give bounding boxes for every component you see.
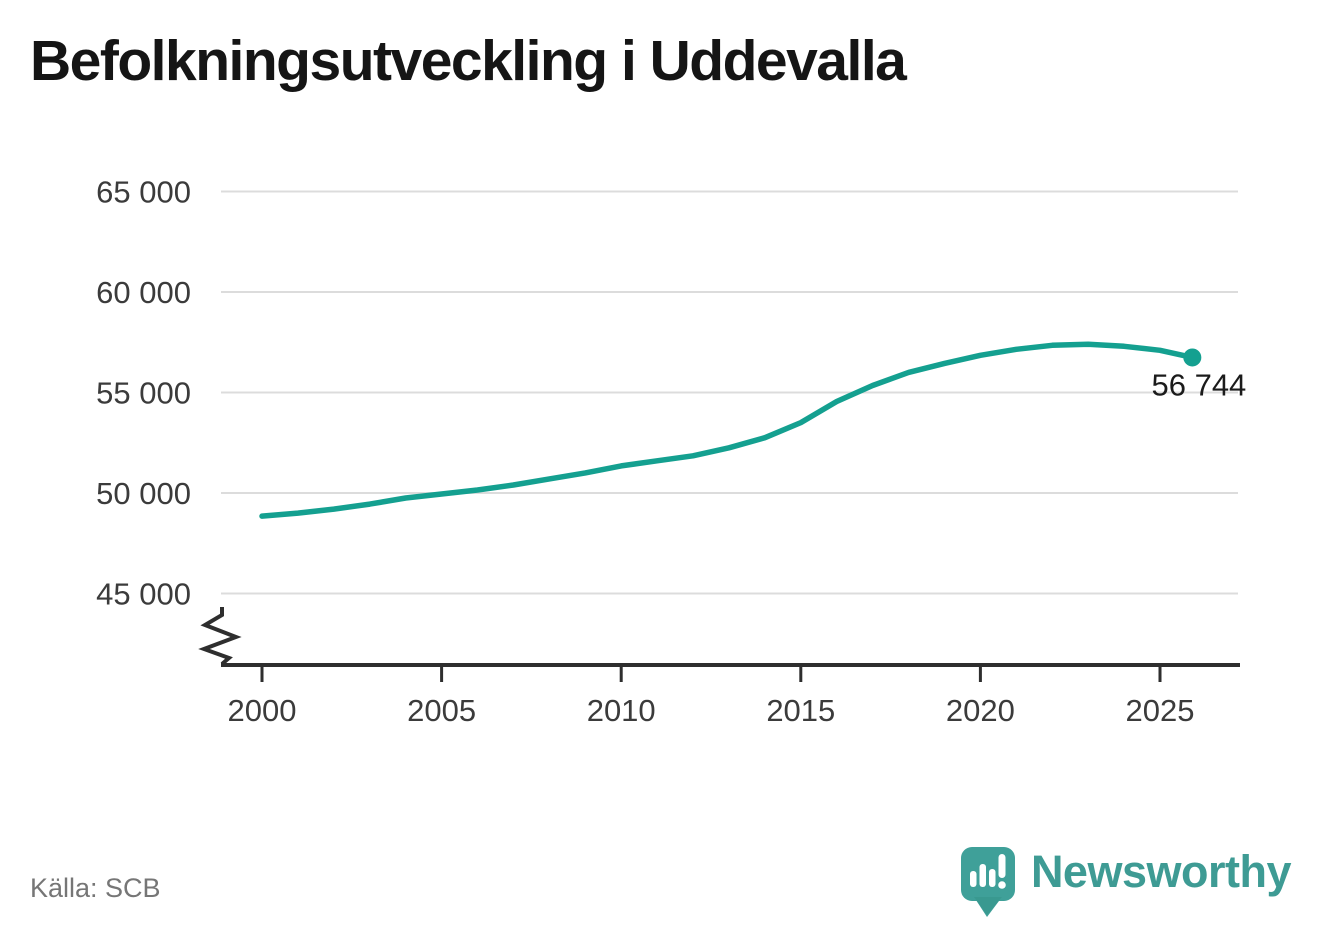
y-tick-label: 60 000 — [96, 275, 191, 310]
brand-wordmark: Newsworthy — [1030, 846, 1292, 897]
x-tick-label: 2000 — [228, 693, 297, 728]
newsworthy-chart-bubble-icon — [960, 847, 1015, 917]
axis-break-zigzag-icon — [198, 607, 242, 666]
brand-logo: Newsworthy — [960, 845, 1292, 925]
end-value-label: 56 744 — [1151, 367, 1246, 402]
x-tick-label: 2010 — [587, 693, 656, 728]
y-axis-tick-labels: 65 000 60 000 55 000 50 000 45 000 — [96, 175, 191, 612]
y-tick-label: 65 000 — [96, 175, 191, 210]
x-tick-label: 2005 — [407, 693, 476, 728]
y-tick-label: 55 000 — [96, 376, 191, 411]
x-axis-tick-labels: 2000 2005 2010 2015 2020 2025 — [228, 693, 1195, 728]
data-series-group: 56 744 — [259, 341, 1246, 519]
source-note: Källa: SCB — [30, 873, 161, 903]
x-tick-label: 2015 — [766, 693, 835, 728]
y-tick-label: 45 000 — [96, 577, 191, 612]
x-tick-label: 2020 — [946, 693, 1015, 728]
population-line — [259, 341, 1196, 519]
y-tick-label: 50 000 — [96, 476, 191, 511]
gridlines-group — [221, 190, 1238, 595]
x-axis-tick-marks — [260, 665, 1162, 682]
chart-title: Befolkningsutveckling i Uddevalla — [30, 29, 907, 93]
end-point-marker — [1183, 348, 1202, 367]
x-tick-label: 2025 — [1126, 693, 1195, 728]
